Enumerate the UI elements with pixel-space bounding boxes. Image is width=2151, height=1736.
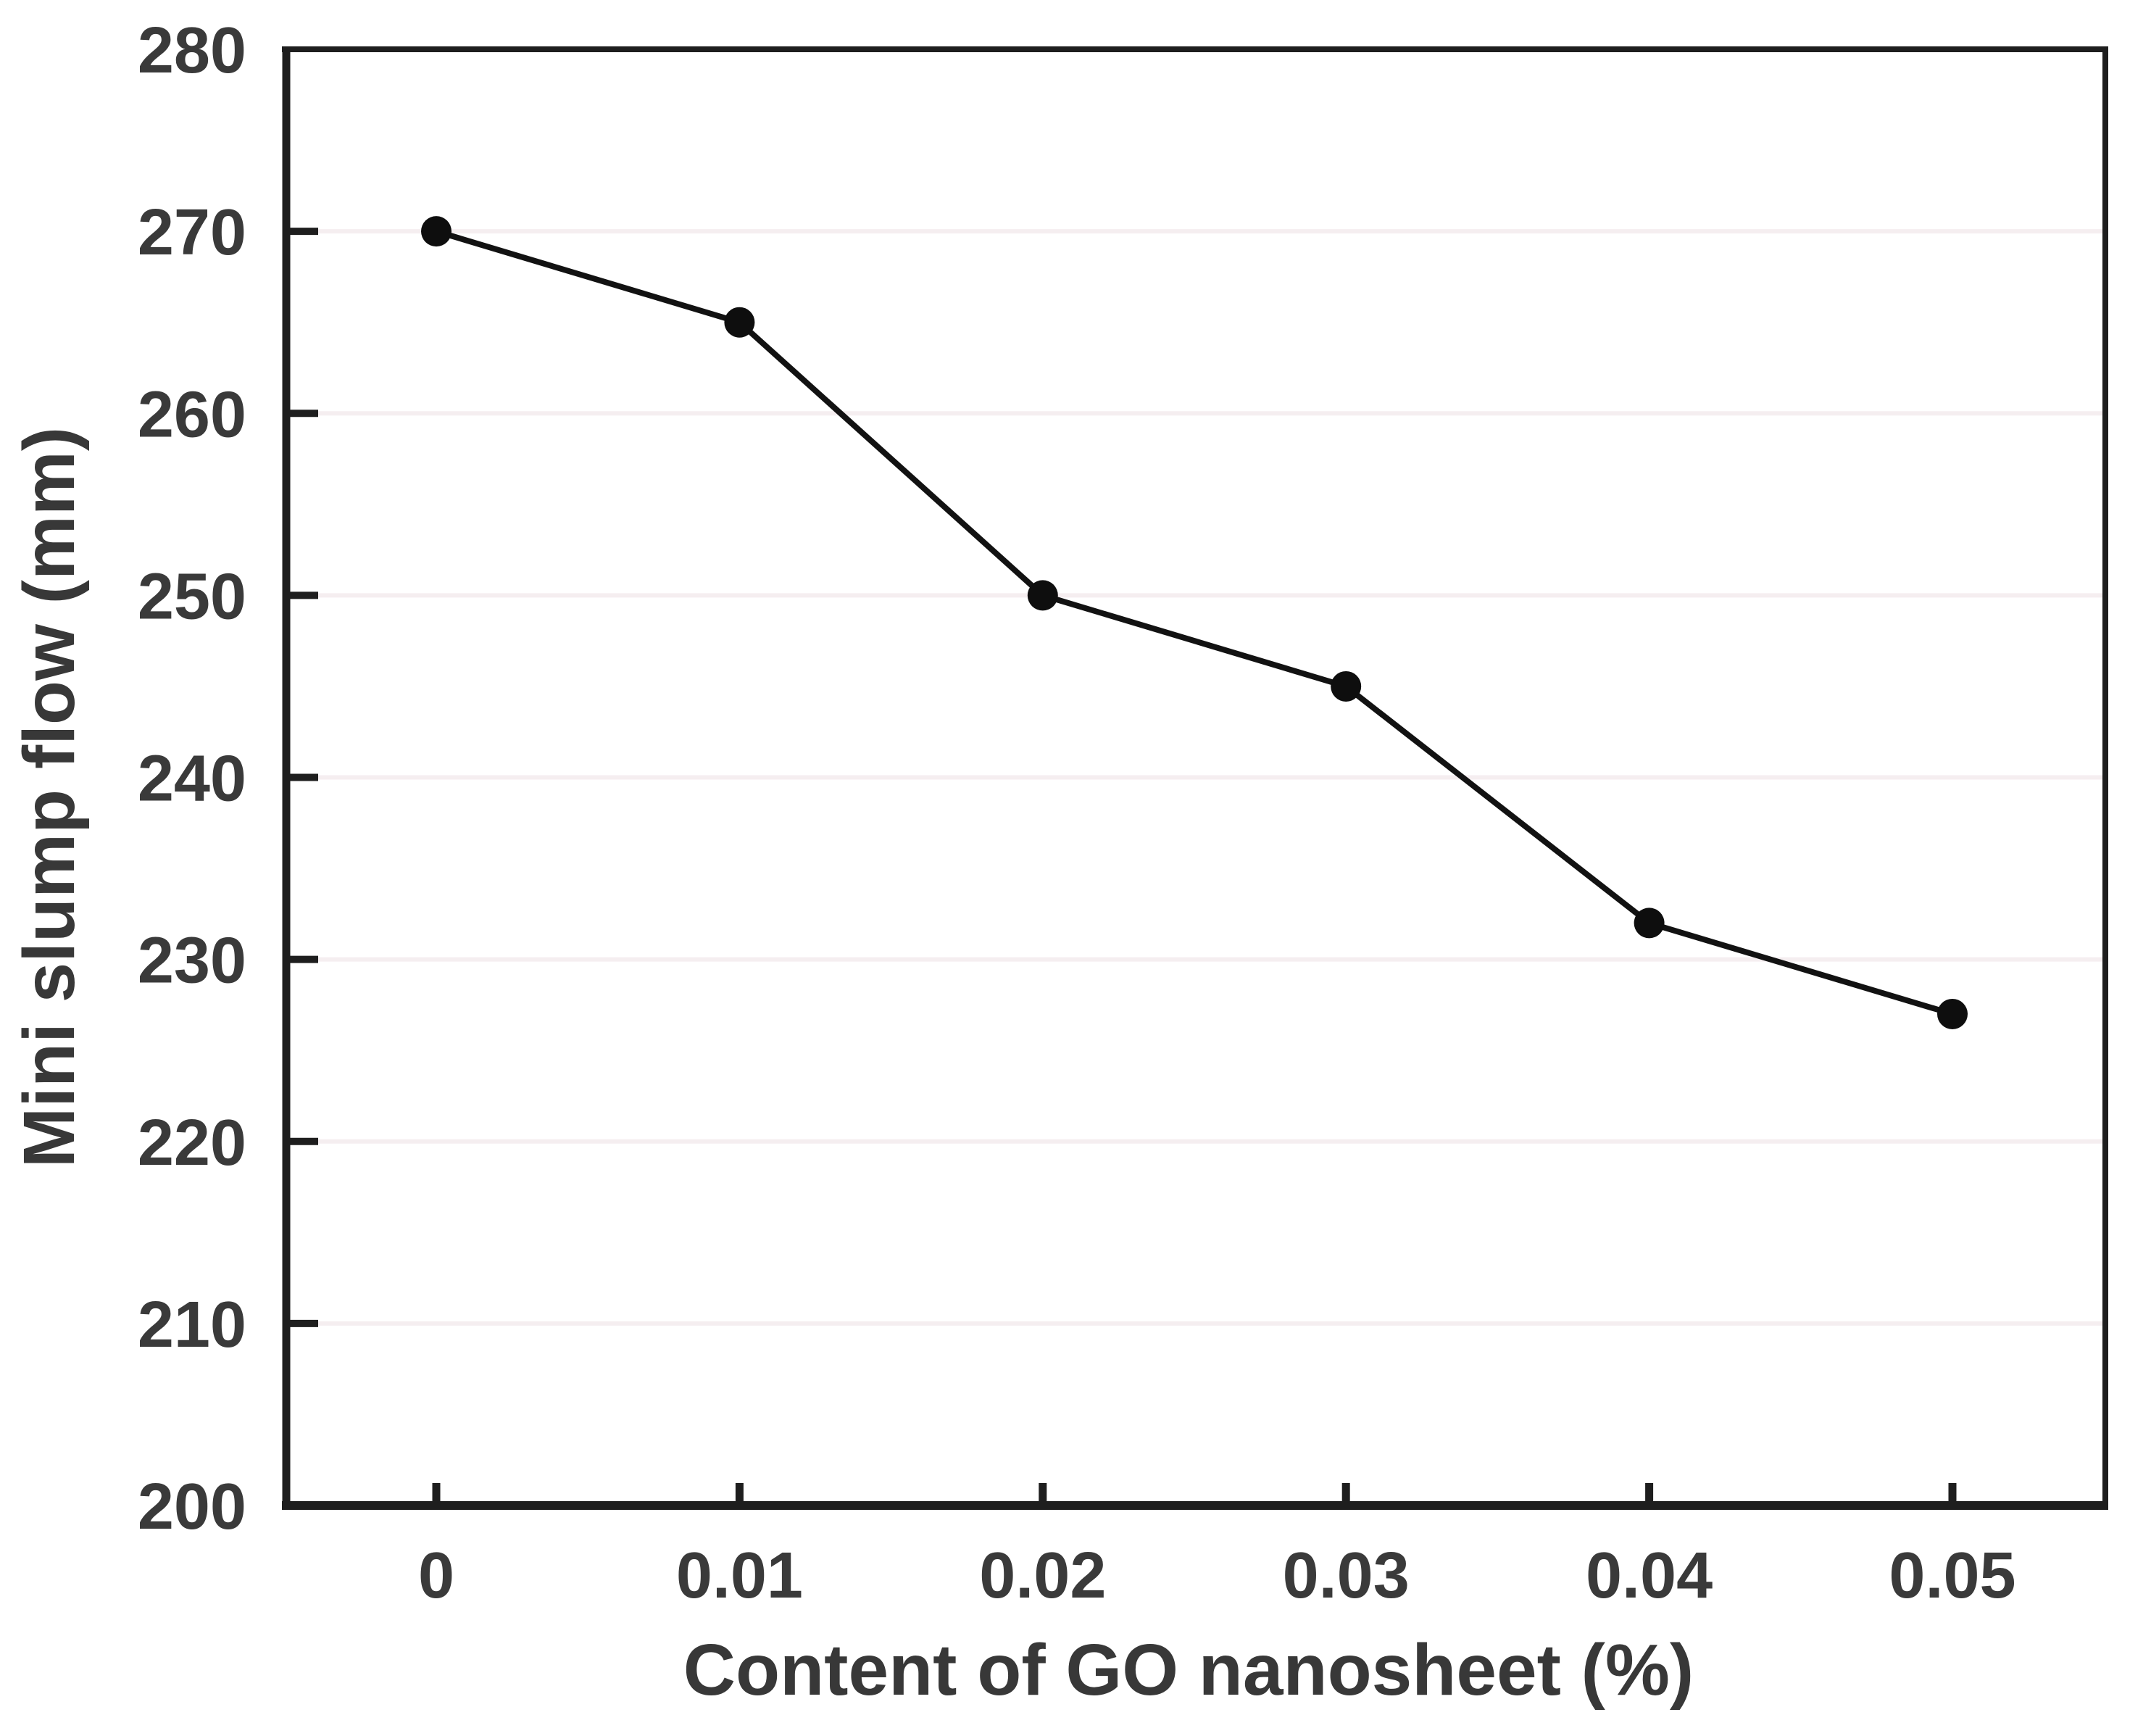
y-tick-label: 280 xyxy=(138,14,246,87)
x-tick-labels-group: 0 0.01 0.02 0.03 0.04 0.05 xyxy=(418,1540,2016,1612)
y-axis-title: Mini slump flow (mm) xyxy=(9,427,90,1168)
x-tick-label: 0.04 xyxy=(1586,1540,1713,1612)
data-point-marker xyxy=(724,307,755,338)
y-tick-label: 210 xyxy=(138,1289,246,1361)
y-tick-label: 230 xyxy=(138,925,246,997)
x-tick-label: 0.02 xyxy=(979,1540,1106,1612)
y-tick-label: 220 xyxy=(138,1107,246,1179)
y-tick-label: 240 xyxy=(138,743,246,815)
data-point-marker xyxy=(1027,580,1058,611)
x-tick-label: 0.01 xyxy=(676,1540,803,1612)
x-axis-title: Content of GO nanosheet (%) xyxy=(683,1629,1694,1711)
x-tick-label: 0.03 xyxy=(1283,1540,1410,1612)
data-point-marker xyxy=(1937,998,1968,1029)
y-tick-label: 270 xyxy=(138,196,246,269)
y-tick-labels-group: 280 270 260 250 240 230 220 210 200 xyxy=(138,14,246,1543)
data-point-marker xyxy=(1331,670,1362,702)
y-tick-label: 200 xyxy=(138,1471,246,1543)
gridlines-group xyxy=(291,229,2102,1326)
x-tick-label: 0 xyxy=(418,1540,454,1612)
data-line xyxy=(433,228,1955,1017)
y-tick-label: 260 xyxy=(138,378,246,451)
data-series-group xyxy=(421,216,1968,1029)
data-point-marker xyxy=(1634,908,1665,939)
x-tick-label: 0.05 xyxy=(1889,1540,2015,1612)
y-tick-label: 250 xyxy=(138,560,246,633)
plot-frame-group xyxy=(282,46,2108,1510)
data-point-marker xyxy=(421,216,452,247)
y-tick-marks-group xyxy=(287,228,318,1327)
